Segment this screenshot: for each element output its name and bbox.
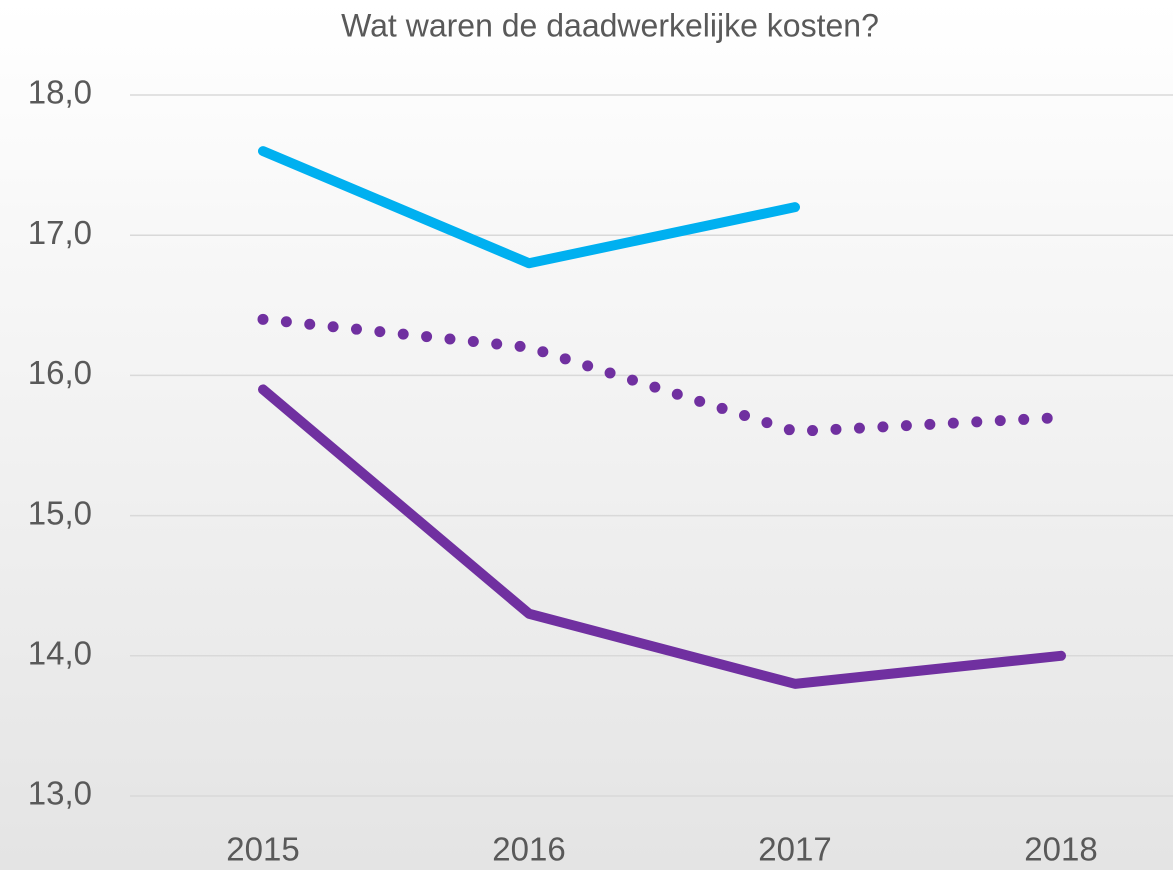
chart-title: Wat waren de daadwerkelijke kosten? — [341, 7, 879, 43]
y-tick-label: 16,0 — [28, 354, 92, 391]
y-tick-label: 13,0 — [28, 775, 92, 812]
x-tick-label: 2018 — [1024, 831, 1097, 868]
line — [257, 313, 1067, 437]
y-tick-label: 15,0 — [28, 494, 92, 531]
y-tick-label: 14,0 — [28, 635, 92, 672]
x-tick-label: 2015 — [226, 831, 299, 868]
x-tick-label: 2016 — [492, 831, 565, 868]
line — [258, 384, 1066, 689]
line — [258, 146, 800, 269]
x-tick-label: 2017 — [758, 831, 831, 868]
y-tick-label: 17,0 — [28, 214, 92, 251]
y-tick-label: 18,0 — [28, 74, 92, 111]
